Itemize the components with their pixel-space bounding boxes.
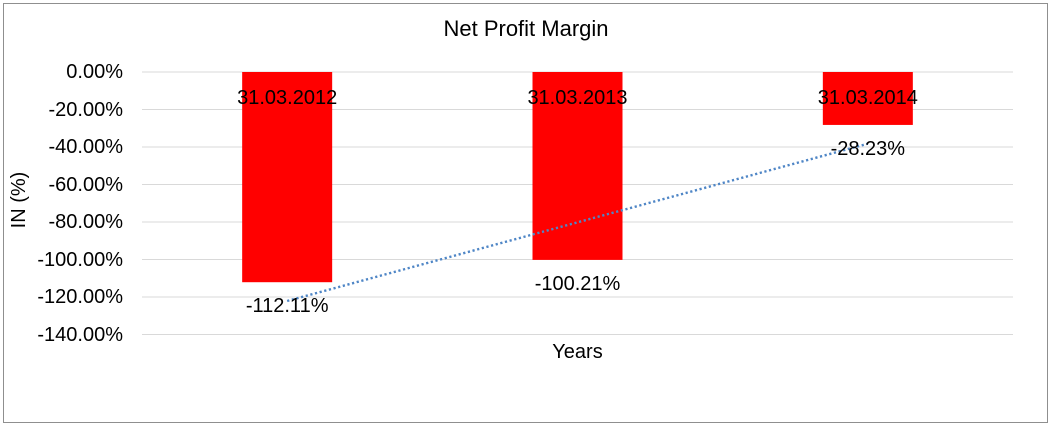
y-tick-label: -20.00% <box>48 98 124 121</box>
chart-title: Net Profit Margin <box>443 16 609 41</box>
bar <box>532 72 623 260</box>
trendline <box>286 142 869 303</box>
category-label: 31.03.2013 <box>527 87 628 109</box>
data-label: -28.23% <box>830 137 906 160</box>
y-tick-label: -60.00% <box>48 173 124 196</box>
y-tick-label: -80.00% <box>48 211 124 233</box>
x-axis-title: Years <box>552 341 603 363</box>
data-label: -112.11% <box>245 295 329 318</box>
bar <box>822 72 913 125</box>
bar <box>242 72 333 283</box>
y-tick-label: 0.00% <box>66 61 123 83</box>
y-tick-label: -100.00% <box>37 248 123 271</box>
y-tick-label: -120.00% <box>37 286 123 308</box>
category-label: 31.03.2014 <box>817 87 918 109</box>
y-tick-label: -40.00% <box>48 136 124 158</box>
y-tick-label: -140.00% <box>37 323 123 346</box>
category-label: 31.03.2012 <box>237 87 338 109</box>
data-label: -100.21% <box>534 272 621 295</box>
